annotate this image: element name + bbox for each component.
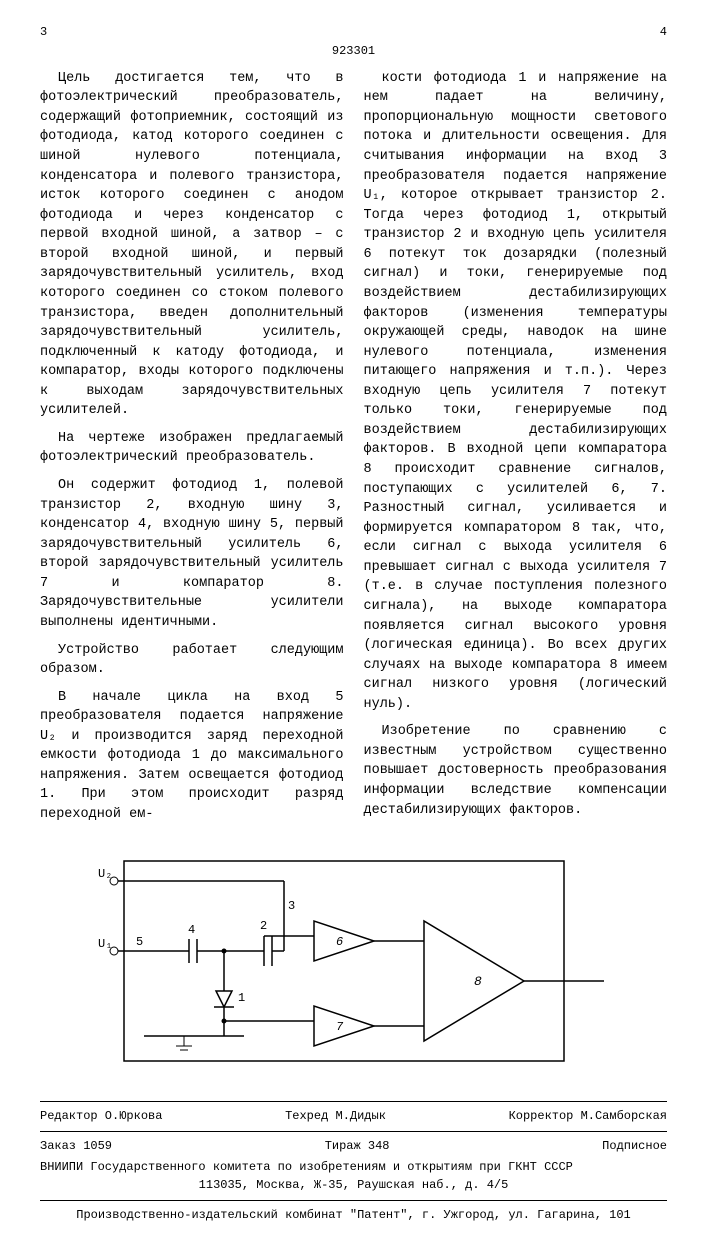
podpisnoe: Подписное [602,1138,667,1155]
circuit-svg: U₂ U₁ 5 4 3 2 1 6 7 8 [84,851,624,1081]
label-8: 8 [474,974,482,989]
right-column: кости фотодиода 1 и напряжение на нем па… [364,69,668,833]
right-p1: кости фотодиода 1 и напряжение на нем па… [364,69,668,715]
divider [40,1200,667,1201]
label-6: 6 [336,935,343,949]
tech-editor: Техред М.Дидык [285,1108,386,1125]
printer-line: Производственно-издательский комбинат "П… [40,1207,667,1224]
editor: Редактор О.Юркова [40,1108,162,1125]
label-u2: U₂ [98,867,112,881]
footer-order: Заказ 1059 Тираж 348 Подписное [40,1138,667,1155]
divider [40,1101,667,1102]
left-column: Цель достигается тем, что в фотоэлектрич… [40,69,344,833]
footer-org: ВНИИПИ Государственного комитета по изоб… [40,1159,667,1194]
divider [40,1131,667,1132]
left-p3: Он содержит фотодиод 1, полевой транзист… [40,476,344,633]
left-p2: На чертеже изображен предлагаемый фотоэл… [40,429,344,468]
corrector: Корректор М.Самборская [509,1108,667,1125]
circuit-diagram: U₂ U₁ 5 4 3 2 1 6 7 8 [40,851,667,1081]
left-p5: В начале цикла на вход 5 преобразователя… [40,688,344,825]
tirazh: Тираж 348 [325,1138,390,1155]
left-p1: Цель достигается тем, что в фотоэлектрич… [40,69,344,421]
col-num-right: 4 [660,24,667,41]
footer-credits: Редактор О.Юркова Техред М.Дидык Коррект… [40,1108,667,1125]
column-numbers: 3 4 [40,24,667,41]
label-5: 5 [136,935,143,949]
label-3: 3 [288,899,295,913]
label-u1: U₁ [98,937,112,951]
label-1: 1 [238,991,245,1005]
document-number: 923301 [40,43,667,60]
org-line-2: 113035, Москва, Ж-35, Раушская наб., д. … [40,1177,667,1194]
right-p2: Изобретение по сравнению с известным уст… [364,722,668,820]
order-number: Заказ 1059 [40,1138,112,1155]
label-4: 4 [188,923,195,937]
label-2: 2 [260,919,267,933]
org-line-1: ВНИИПИ Государственного комитета по изоб… [40,1159,667,1176]
col-num-left: 3 [40,24,47,41]
left-p4: Устройство работает следующим образом. [40,641,344,680]
label-7: 7 [336,1020,344,1034]
body-columns: Цель достигается тем, что в фотоэлектрич… [40,69,667,833]
